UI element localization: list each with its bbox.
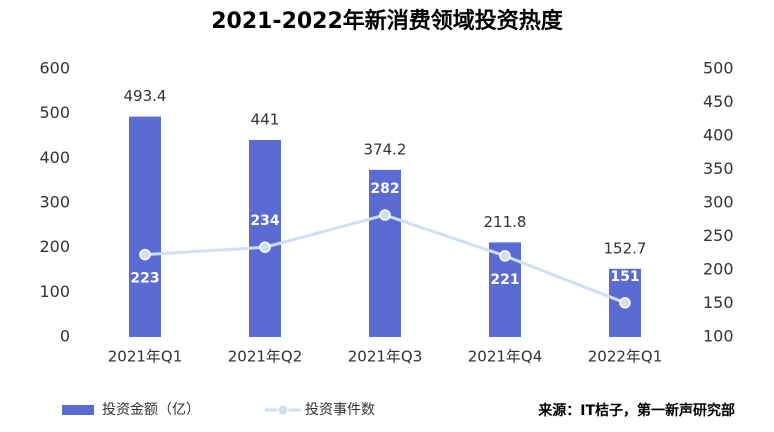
bar [249,140,281,337]
chart-title: 2021-2022年新消费领域投资热度 [211,8,564,34]
y2-tick-label: 450 [703,92,734,111]
line-value-label: 223 [130,271,159,287]
legend-label: 投资事件数 [305,402,375,418]
x-tick-label: 2021年Q1 [108,348,183,366]
y-tick-label: 200 [39,237,70,256]
line-value-label: 151 [610,269,639,285]
y2-tick-label: 100 [703,327,734,346]
y2-tick-label: 150 [703,293,734,312]
x-tick-label: 2021年Q3 [348,348,423,366]
line-marker [139,248,151,261]
legend-swatch [277,404,289,416]
line-marker [499,250,511,262]
y-tick-label: 100 [39,282,70,301]
y-tick-label: 0 [60,327,70,346]
bar-value-label: 441 [251,111,280,129]
y2-tick-label: 400 [703,126,734,145]
y2-tick-label: 250 [703,226,734,245]
y-tick-label: 600 [39,59,70,78]
y-tick-label: 500 [39,103,70,122]
x-tick-label: 2021年Q2 [228,348,303,366]
legend-label: 投资金额（亿） [102,402,200,418]
bar-value-label: 152.7 [604,239,647,257]
bar [129,116,161,337]
bar-value-label: 211.8 [484,213,527,231]
y-tick-label: 300 [39,193,70,212]
line-value-label: 221 [490,272,519,288]
bar [369,169,401,337]
source-note: 来源：IT桔子，第一新声研究部 [537,402,735,419]
line-value-label: 234 [250,213,279,229]
bar-value-label: 493.4 [124,87,167,105]
y2-tick-label: 500 [703,59,734,78]
legend-swatch [62,405,94,415]
y2-tick-label: 300 [703,193,734,212]
line-marker [379,209,391,221]
line-marker [259,241,271,253]
y-tick-label: 400 [39,148,70,167]
y2-tick-label: 350 [703,159,734,178]
x-tick-label: 2022年Q1 [588,348,663,366]
y2-tick-label: 200 [703,260,734,279]
line-marker [619,297,631,309]
line-value-label: 282 [370,181,399,197]
x-tick-label: 2021年Q4 [468,348,543,366]
bar-value-label: 374.2 [364,140,407,158]
